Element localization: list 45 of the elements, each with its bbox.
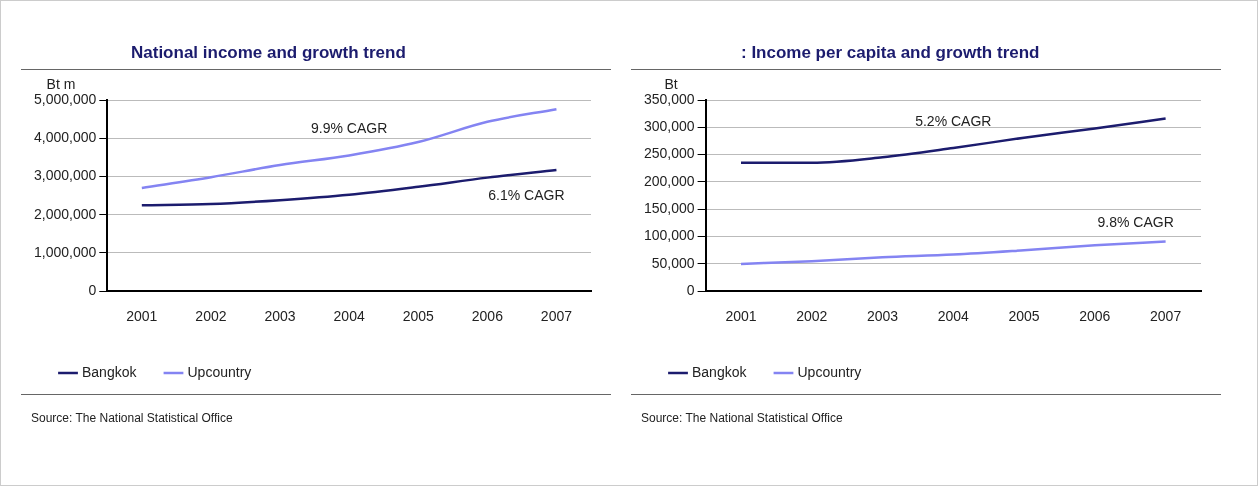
legend-label: Bangkok [692,363,748,380]
y-tick-label: 300,000 [644,118,695,135]
x-tick-label: 2002 [796,308,828,325]
x-tick-label: 2005 [1008,308,1040,325]
y-tick-label: 5,000,000 [33,90,97,107]
x-tick-label: 2006 [471,308,504,325]
y-tick-label: 100,000 [644,227,695,244]
x-tick-label: 2003 [866,308,899,325]
chart-title: : Income per capita and growth trend [631,31,1221,70]
x-tick-label: 2007 [540,308,573,325]
x-tick-label: 2006 [1079,308,1111,325]
line-series [140,107,558,190]
source-note: Source: The National Statistical Office [631,394,1221,425]
legend-label: Upcountry [187,363,252,380]
legend-label: Bangkok [82,363,138,380]
y-tick-label: 4,000,000 [33,129,97,146]
x-tick-label: 2004 [937,308,970,325]
x-tick-label: 2001 [725,308,757,325]
y-tick-label: 350,000 [644,90,695,107]
x-tick-label: 2004 [333,308,365,325]
y-tick-label: 3,000,000 [33,167,97,184]
annotation: 9.9% CAGR [311,120,388,137]
y-axis-title: Bt [664,75,678,92]
x-tick-label: 2002 [195,308,227,325]
y-tick-label: 250,000 [644,145,695,162]
annotation: 9.8% CAGR [1097,214,1174,231]
y-tick-label: 2,000,000 [33,205,97,222]
x-tick-label: 2001 [126,308,158,325]
x-tick-label: 2005 [402,308,435,325]
legend-label: Upcountry [797,363,862,380]
chart-title: National income and growth trend [21,31,611,70]
x-tick-label: 2007 [1150,308,1182,325]
y-tick-label: 150,000 [644,200,695,217]
source-note: Source: The National Statistical Office [21,394,611,425]
y-tick-label: 1,000,000 [33,243,97,260]
x-tick-label: 2003 [264,308,296,325]
annotation: 5.2% CAGR [915,112,992,129]
y-tick-label: 200,000 [644,172,695,189]
y-tick-label: 50,000 [651,254,695,271]
y-axis-title: Bt m [46,75,76,92]
y-tick-label: 0 [686,282,695,299]
annotation: 6.1% CAGR [488,186,565,203]
line-series [739,240,1167,266]
line-series [739,117,1167,165]
y-tick-label: 0 [88,282,97,299]
